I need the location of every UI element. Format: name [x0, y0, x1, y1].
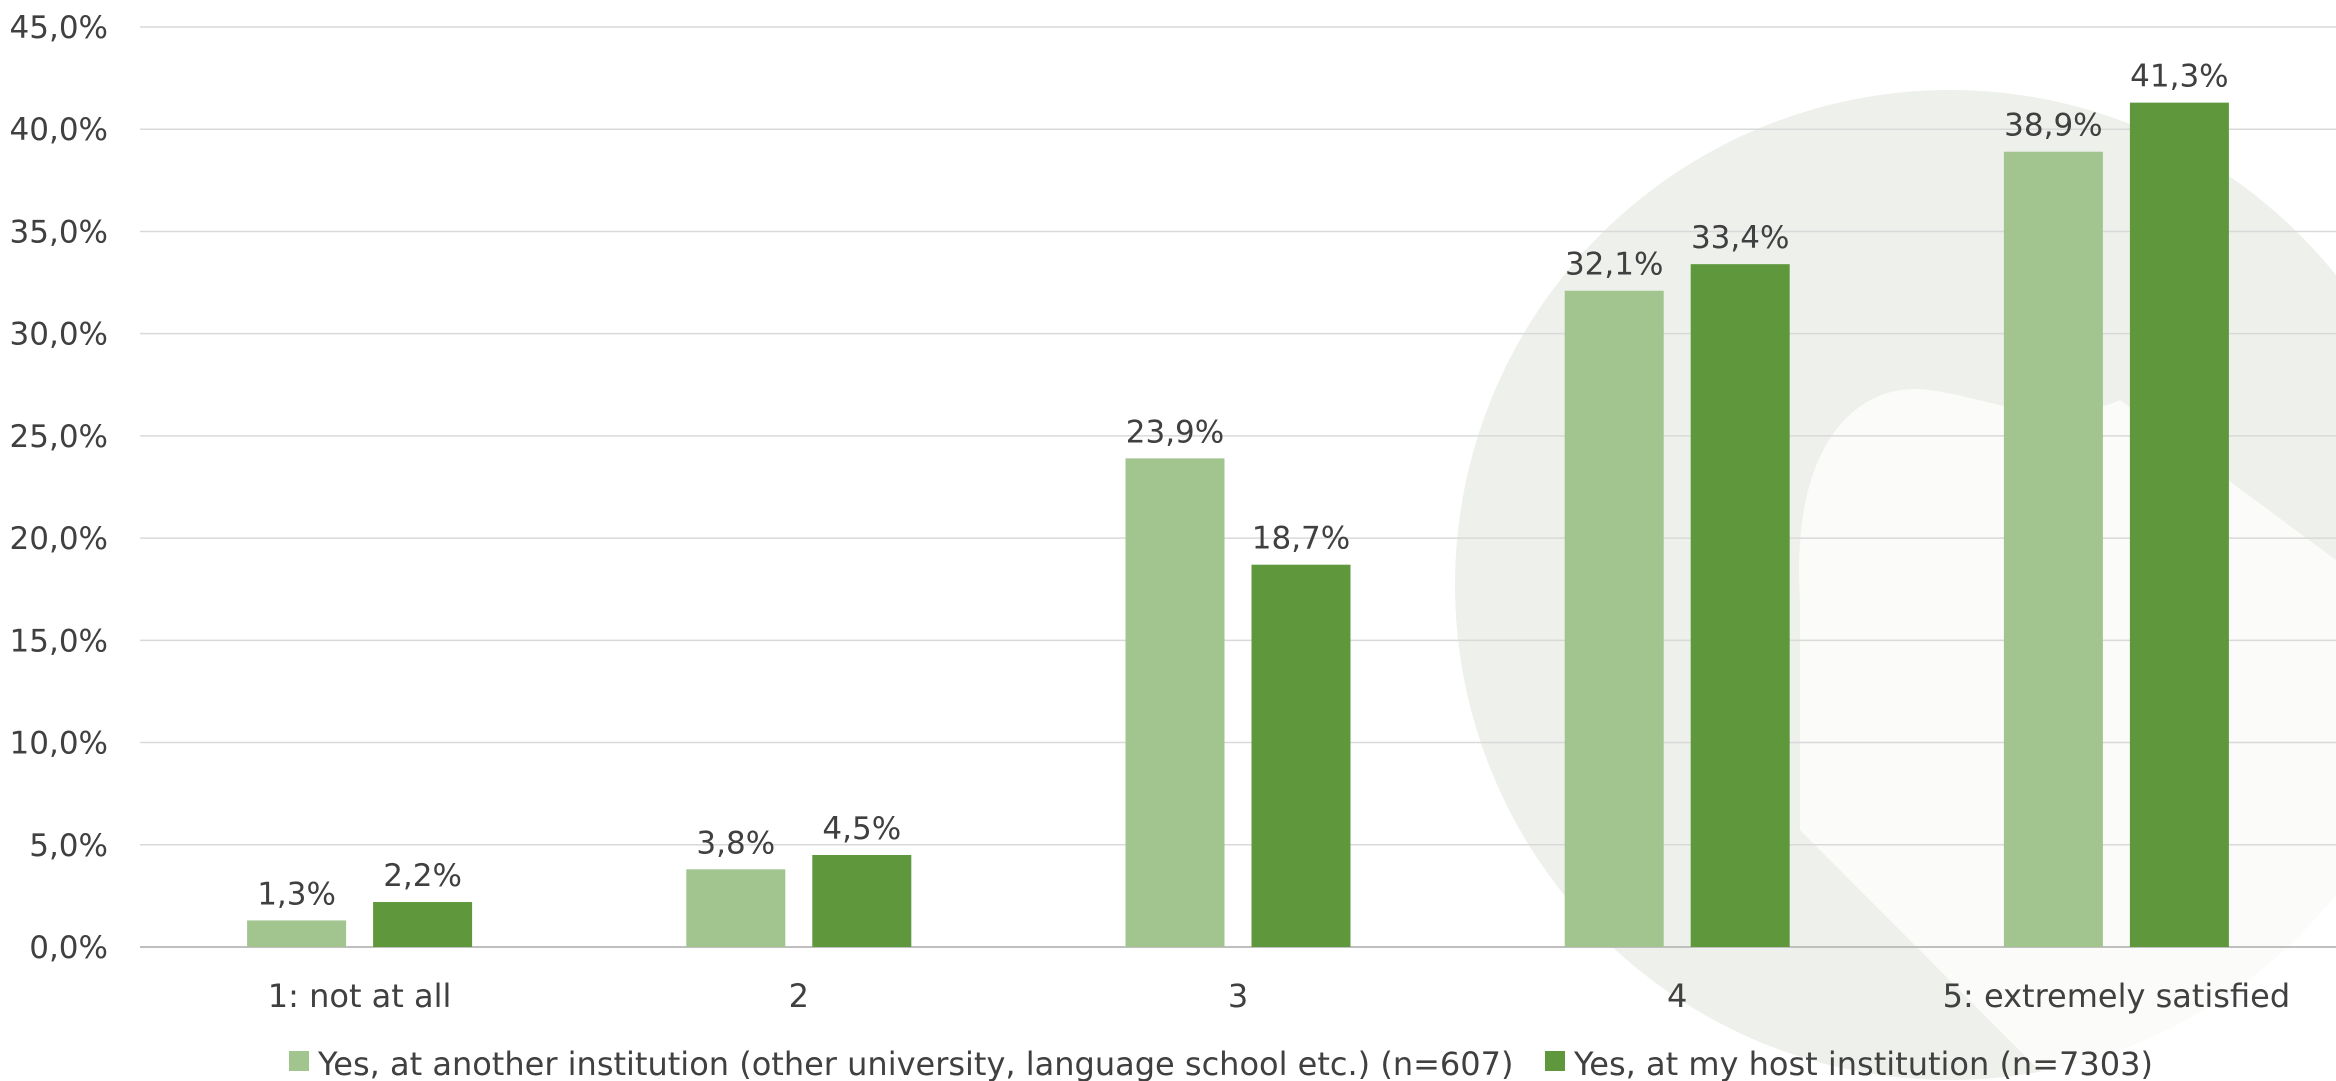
- data-label: 32,1%: [1565, 247, 1663, 283]
- y-tick-label: 15,0%: [10, 623, 108, 659]
- data-label: 41,3%: [2130, 59, 2228, 95]
- legend: Yes, at another institution (other unive…: [289, 1045, 2153, 1081]
- bar-series-1-cat-1: [247, 920, 347, 947]
- gridlines: [140, 26, 2336, 948]
- bar-series-1-cat-5: [2003, 151, 2103, 947]
- bar-series-2-cat-1: [373, 902, 473, 947]
- data-label: 3,8%: [696, 825, 775, 861]
- y-tick-label: 25,0%: [10, 419, 108, 455]
- legend-swatch-2: [1545, 1051, 1565, 1071]
- data-label: 2,2%: [383, 858, 462, 894]
- y-tick-label: 20,0%: [10, 521, 108, 557]
- bar-series-2-cat-2: [812, 855, 912, 947]
- x-tick-label: 2: [789, 977, 809, 1015]
- data-labels: 1,3% 2,2% 3,8% 4,5% 23,9% 18,7% 32,1% 33,4% 38,9…: [257, 59, 2228, 913]
- data-label: 18,7%: [1252, 521, 1350, 557]
- y-tick-label: 10,0%: [10, 726, 108, 762]
- data-label: 23,9%: [1126, 414, 1224, 450]
- data-label: 1,3%: [257, 876, 336, 912]
- y-tick-label: 35,0%: [10, 214, 108, 250]
- bar-series-2-cat-3: [1251, 564, 1351, 947]
- legend-label-2: Yes, at my host institution (n=7303): [1573, 1045, 2153, 1081]
- y-axis-ticks: 0,0% 5,0% 10,0% 15,0% 20,0% 25,0% 30,0% 35,0% 40…: [10, 10, 108, 966]
- y-tick-label: 5,0%: [29, 828, 108, 864]
- bar-series-1-cat-4: [1564, 290, 1664, 947]
- y-tick-label: 40,0%: [10, 112, 108, 148]
- x-axis-ticks: 1: not at all 2 3 4 5: extremely satisfied: [268, 977, 2290, 1015]
- bar-series-2-cat-4: [1690, 264, 1790, 948]
- bars: [247, 102, 2229, 948]
- x-tick-label: 3: [1228, 977, 1248, 1015]
- legend-label-1: Yes, at another institution (other unive…: [317, 1045, 1513, 1081]
- x-tick-label: 4: [1667, 977, 1687, 1015]
- bar-series-1-cat-2: [686, 869, 786, 947]
- y-tick-label: 45,0%: [10, 10, 108, 46]
- data-label: 33,4%: [1691, 220, 1789, 256]
- y-tick-label: 30,0%: [10, 317, 108, 353]
- bar-series-1-cat-3: [1125, 458, 1225, 947]
- x-tick-label: 5: extremely satisfied: [1943, 977, 2290, 1015]
- y-tick-label: 0,0%: [29, 930, 108, 966]
- x-tick-label: 1: not at all: [268, 977, 452, 1015]
- data-label: 4,5%: [822, 811, 901, 847]
- data-label: 38,9%: [2004, 108, 2102, 144]
- bar-series-2-cat-5: [2129, 102, 2229, 947]
- legend-swatch-1: [289, 1051, 309, 1071]
